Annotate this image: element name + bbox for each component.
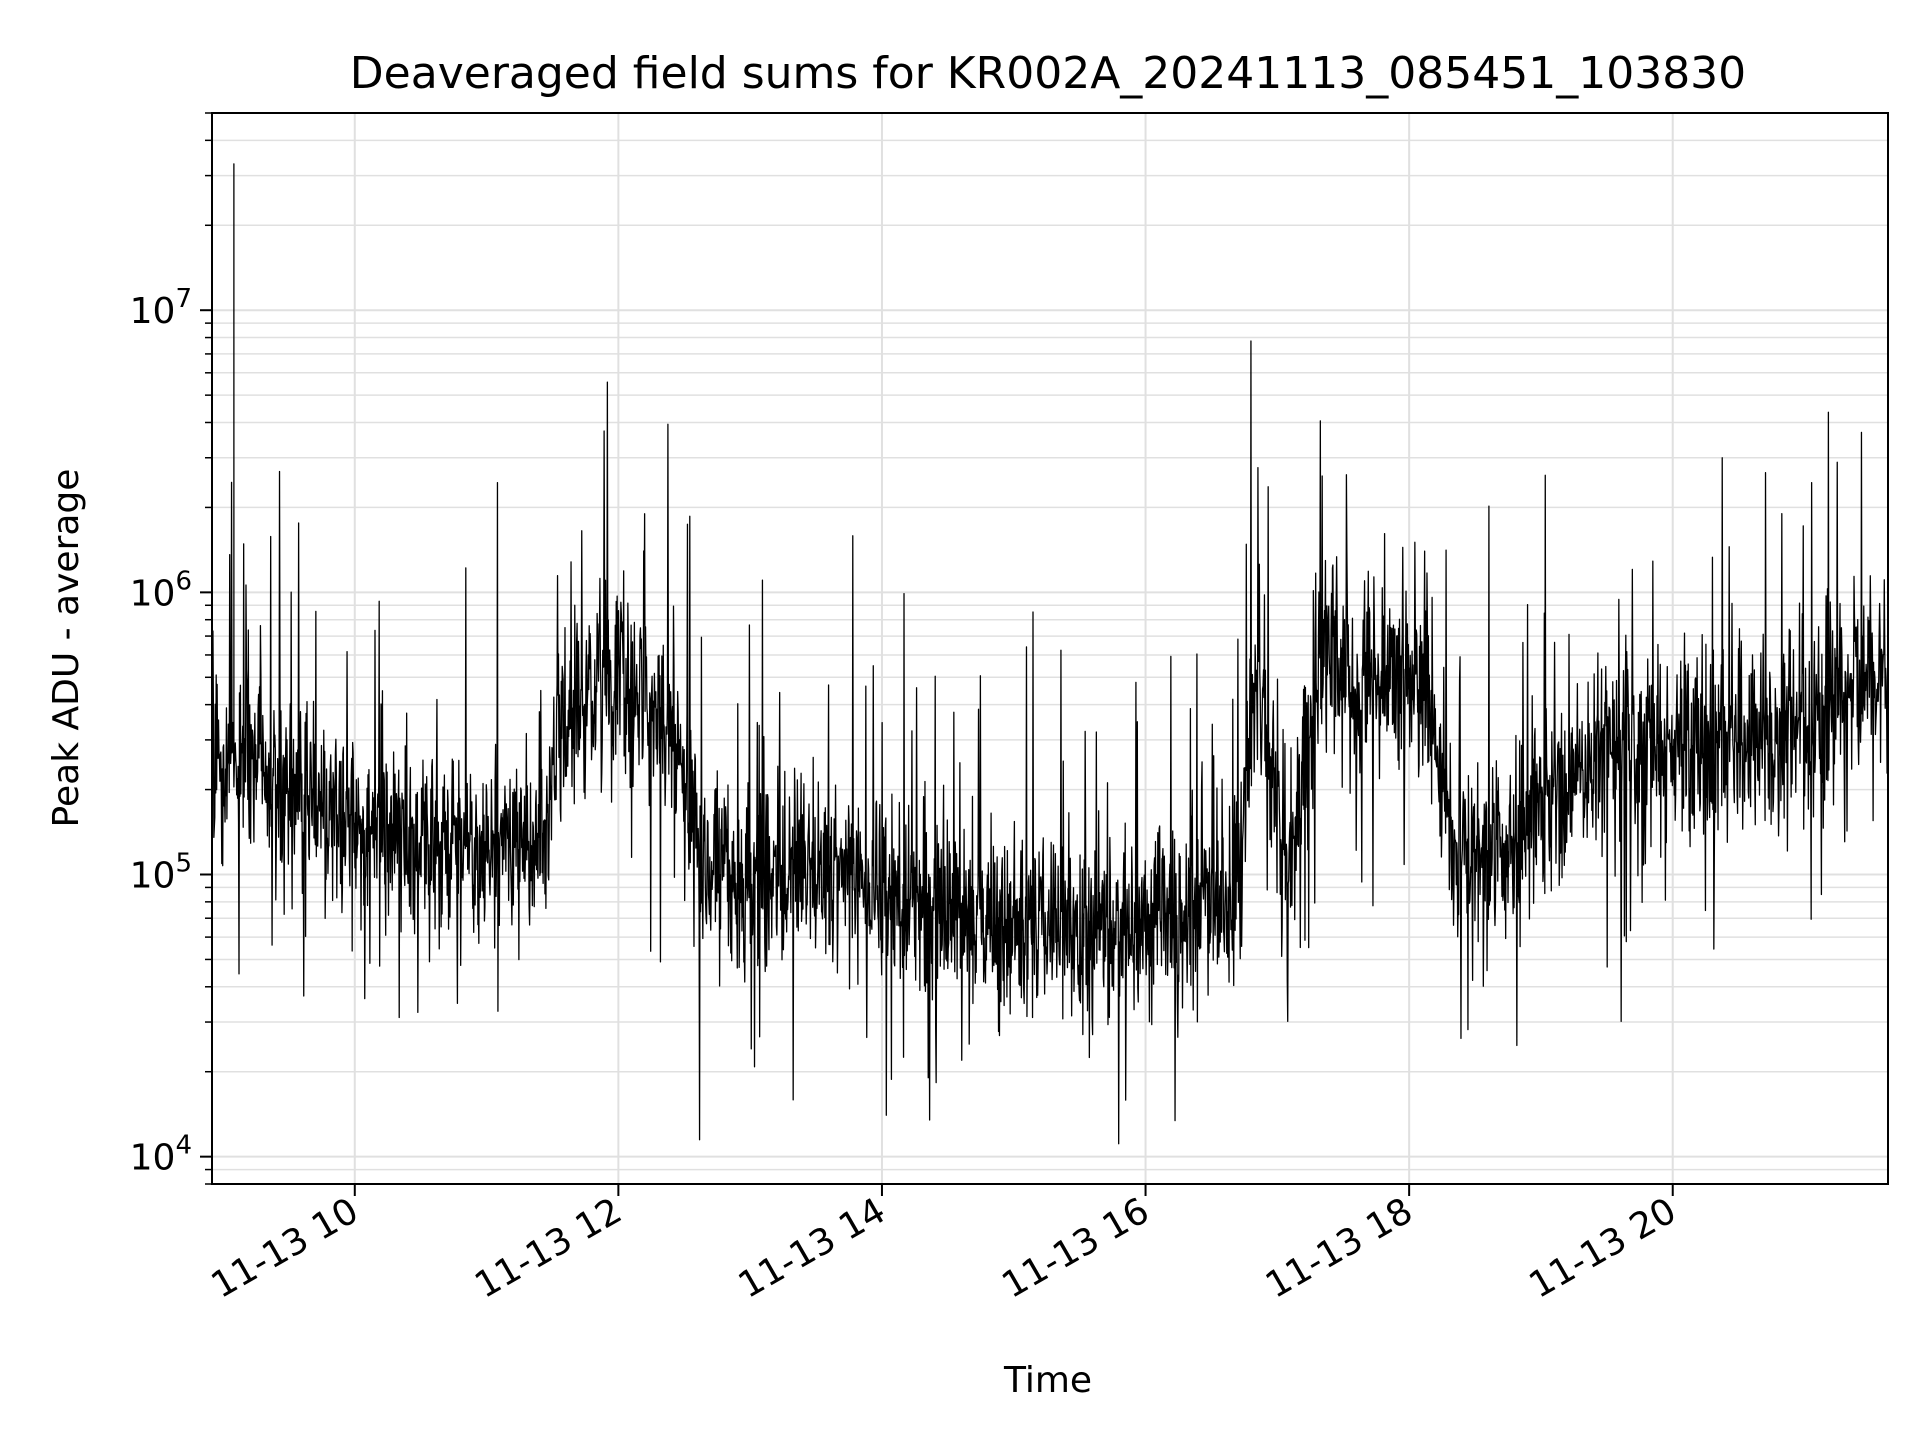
x-axis-label: Time [1003,1360,1092,1401]
plot-frame [211,112,1889,1185]
series-layer [211,163,1889,1145]
series-line [211,163,1889,1145]
y-tick-label: 107 [130,284,192,332]
y-axis: 104 105 106 107 [130,112,212,1185]
minor-gridlines [212,112,1888,1185]
y-axis-label: Peak ADU - average [46,469,87,828]
plot-area [211,112,1889,1185]
chart-title: Deaveraged field sums for KR002A_2024111… [350,48,1746,99]
y-tick-label: 106 [130,566,192,614]
major-gridlines [212,113,1888,1184]
y-tick-label: 104 [130,1131,192,1179]
y-tick-label: 105 [130,849,192,897]
